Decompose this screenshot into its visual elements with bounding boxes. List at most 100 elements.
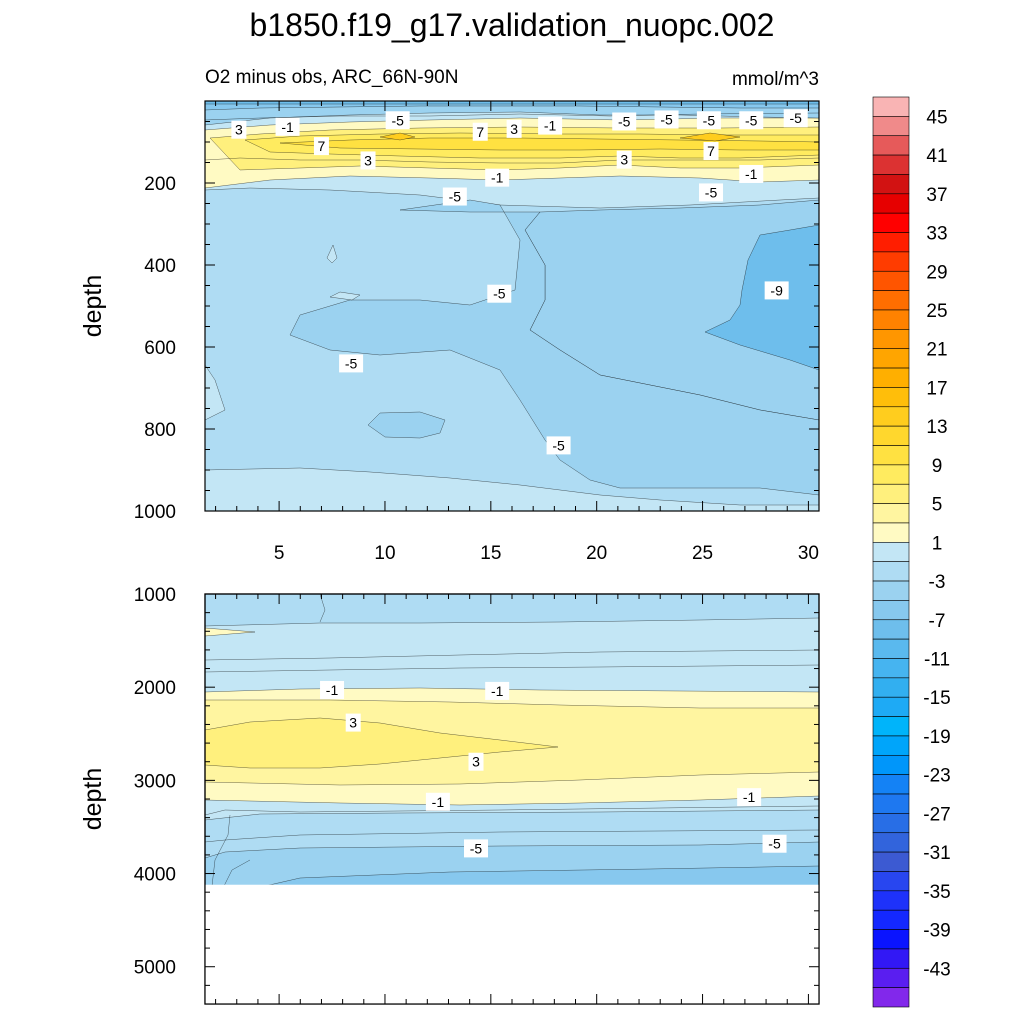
contour-label-bg: [739, 164, 764, 183]
colorbar-label: -43: [923, 959, 950, 980]
chart-title: b1850.f19_g17.validation_nuopc.002: [250, 7, 775, 43]
contour-label-bg: [472, 122, 488, 141]
contour-label-bg: [345, 713, 361, 732]
colorbar-label: -23: [923, 766, 950, 787]
colorbar-box: [872, 445, 910, 466]
colorbar-box: [872, 890, 910, 911]
colorbar-label: -19: [923, 727, 950, 748]
colorbar-label: 1: [932, 533, 943, 554]
lower-ylabel: depth: [79, 768, 107, 831]
colorbar-box: [872, 716, 910, 737]
colorbar: 45 41 37 33 29 25 21 17 13 9 5 1 -3 -7 -11 -15 -19 -23 -27…: [872, 96, 951, 1008]
colorbar-box: [872, 96, 910, 117]
colorbar-label: -35: [923, 882, 950, 903]
lower-ytick-label: 3000: [134, 771, 176, 792]
lower-ytick-label: 5000: [134, 958, 176, 979]
lower-contour-5: [211, 814, 231, 887]
contour-label: 7: [313, 137, 329, 156]
colorbar-box: [872, 387, 910, 408]
colorbar-box: [872, 232, 910, 253]
contour-label-text: 3: [620, 152, 628, 168]
upper-ylabel: depth: [79, 275, 107, 338]
contour-label-text: -1: [491, 683, 504, 699]
contour-label-bg: [275, 117, 300, 136]
lower-contour-2: [205, 664, 819, 673]
colorbar-label: -27: [923, 804, 950, 825]
contour-label-text: -9: [770, 282, 783, 298]
contour-label: 3: [345, 713, 361, 732]
upper-axes: 5 10 15 20 25 30 200 400 600 800 1000: [134, 101, 819, 564]
lower-ytick-label: 2000: [134, 678, 176, 699]
contour-label: -1: [425, 792, 450, 811]
contour-label: 3: [468, 752, 484, 771]
colorbar-label: -3: [929, 572, 946, 593]
contour-label: -5: [442, 187, 467, 206]
lower-axes: 1000 2000 3000 4000 5000: [134, 585, 820, 1005]
upper-fill-pocket2: [329, 291, 361, 301]
upper-contour-labels: 3 -1 -5 7 3 -1 -5 -5 -5 -5 -5 7 3 3 7 -1 -1 -5 -5 -5 -9 -5 -5: [231, 109, 808, 455]
upper-fill-shoulder: [205, 364, 226, 421]
contour-label-text: 3: [349, 715, 357, 731]
colorbar-label: 33: [926, 224, 947, 245]
upper-fill-pocket1: [367, 411, 446, 439]
lower-ytick-label: 4000: [134, 865, 176, 886]
contour-label: -5: [612, 112, 637, 131]
contour-label: 7: [472, 122, 488, 141]
contour-label-bg: [764, 281, 789, 300]
contour-label: -5: [739, 111, 764, 130]
contour-label: 3: [506, 119, 522, 138]
contour-label-text: -5: [789, 110, 802, 126]
colorbar-box: [872, 154, 910, 175]
colorbar-box: [872, 619, 910, 640]
upper-eye-2: [679, 132, 741, 142]
colorbar-box: [872, 871, 910, 892]
colorbar-label: 17: [926, 378, 947, 399]
contour-label-text: -5: [345, 355, 358, 371]
colorbar-boxes: [872, 96, 910, 1008]
contour-label-text: 3: [510, 121, 518, 137]
colorbar-box: [872, 677, 910, 698]
contour-label: -1: [485, 168, 510, 187]
contour-label-text: 7: [707, 143, 715, 159]
colorbar-box: [872, 270, 910, 291]
contour-label-bg: [487, 284, 512, 303]
contour-label-bg: [538, 116, 563, 135]
colorbar-box: [872, 309, 910, 330]
contour-label: -5: [654, 110, 679, 129]
lower-core: [205, 717, 559, 769]
lower-top-tongue: [205, 627, 256, 637]
contour-label: -5: [783, 109, 808, 128]
contour-label-bg: [546, 436, 571, 455]
upper-fill-mid: [289, 199, 819, 496]
contour-label-text: -5: [493, 286, 506, 302]
contour-label: -1: [320, 680, 345, 699]
contour-label-bg: [485, 681, 510, 700]
contour-label: -5: [487, 284, 512, 303]
colorbar-label: -15: [923, 688, 950, 709]
colorbar-box: [872, 251, 910, 272]
colorbar-box: [872, 348, 910, 369]
contour-label-text: -5: [768, 836, 781, 852]
colorbar-label: 45: [926, 107, 947, 128]
colorbar-box: [872, 735, 910, 756]
contour-label-text: -1: [281, 119, 294, 135]
contour-label-text: 7: [318, 138, 326, 154]
colorbar-labels: 45 41 37 33 29 25 21 17 13 9 5 1 -3 -7 -11 -15 -19 -23 -27…: [923, 107, 950, 980]
colorbar-box: [872, 967, 910, 988]
colorbar-label: -11: [924, 649, 950, 670]
contour-label-text: 7: [476, 124, 484, 140]
contour-label-bg: [425, 792, 450, 811]
contour-label-bg: [468, 752, 484, 771]
contour-label-bg: [703, 142, 719, 161]
contour-label-text: -5: [745, 112, 758, 128]
colorbar-box: [872, 696, 910, 717]
lower-contour-labels: -1 -1 3 3 -1 -1 -5 -5: [320, 680, 787, 858]
contour-label-text: -1: [491, 170, 504, 186]
contour-label-bg: [696, 111, 721, 130]
units-label: mmol/m^3: [732, 69, 819, 90]
contour-label-bg: [320, 680, 345, 699]
contour-label-bg: [739, 111, 764, 130]
upper-xtick-label: 30: [798, 543, 819, 564]
contour-label-text: -5: [552, 437, 565, 453]
colorbar-box: [872, 754, 910, 775]
